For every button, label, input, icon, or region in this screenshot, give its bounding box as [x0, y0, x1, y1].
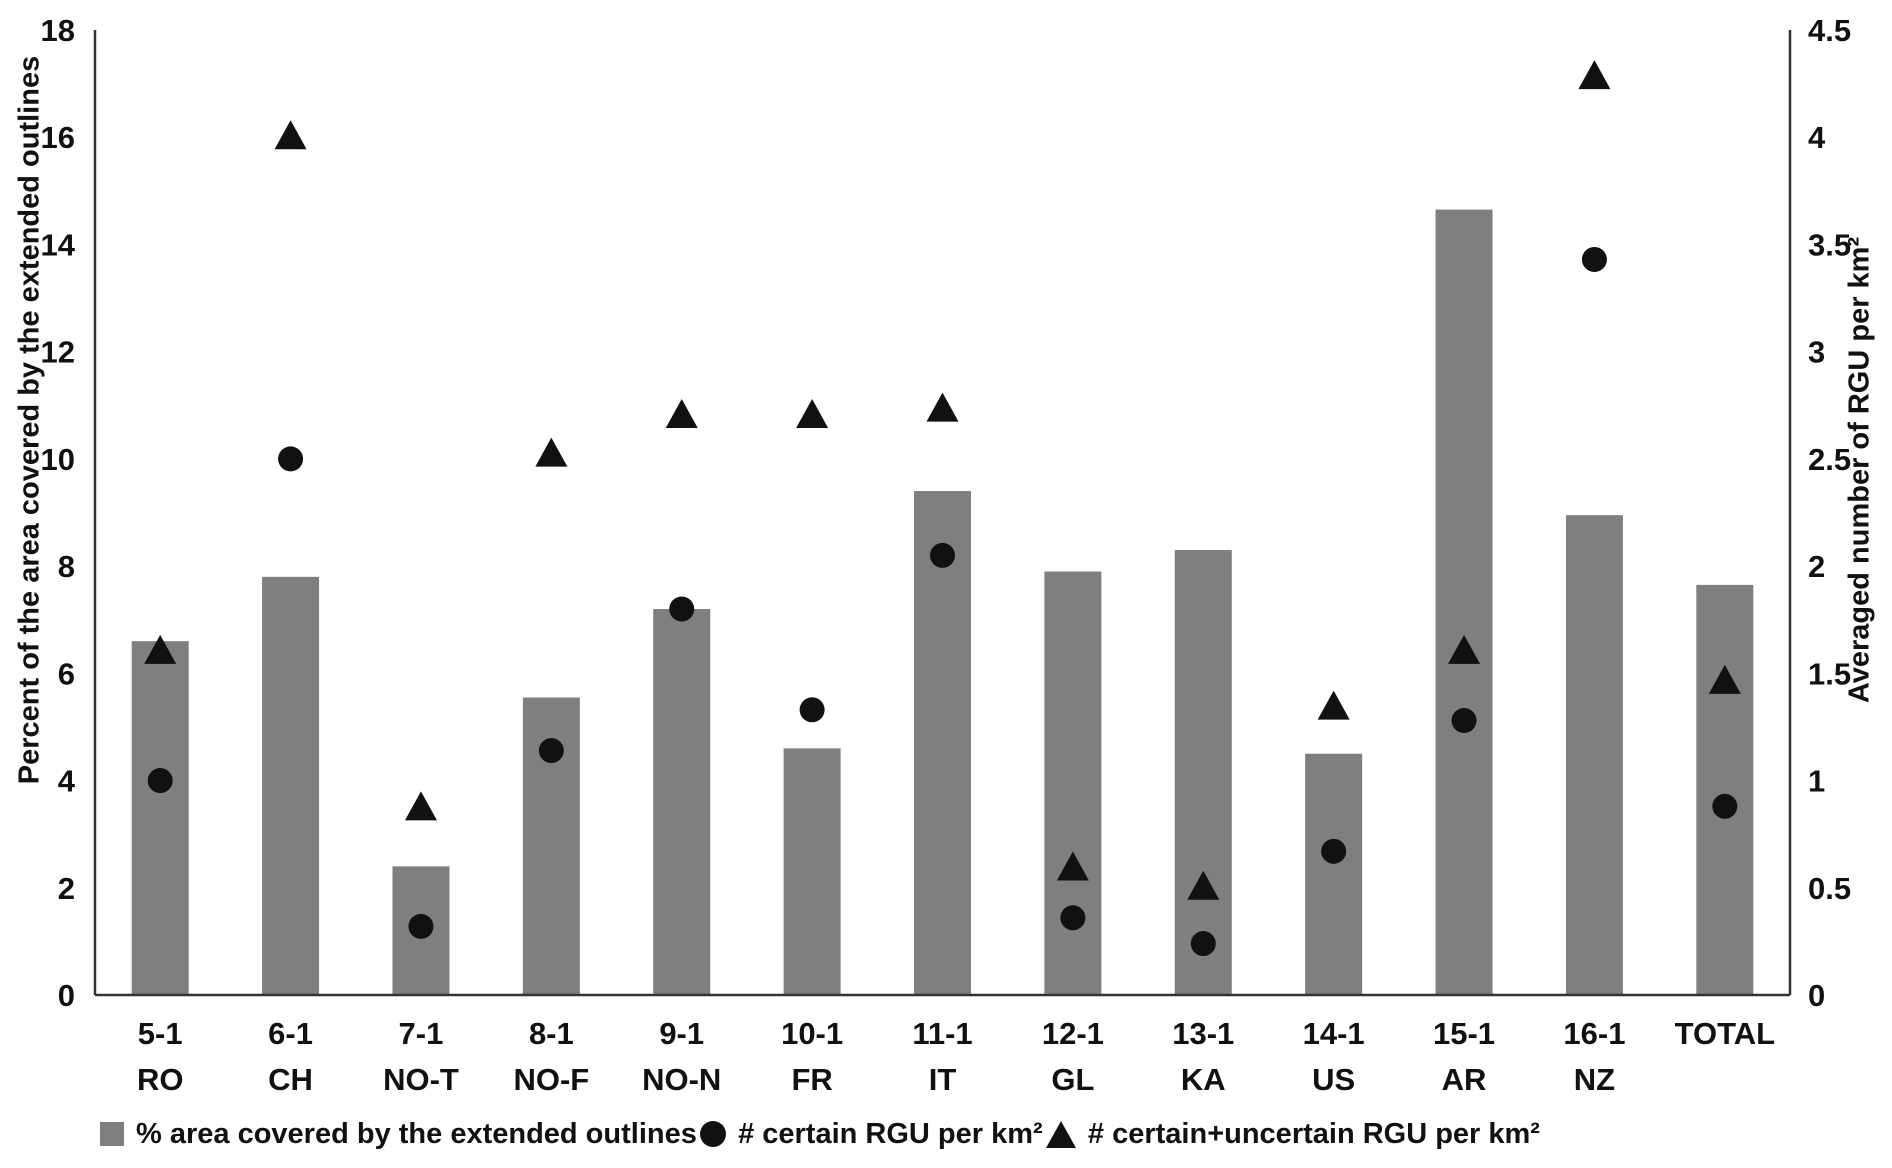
triangle-marker-icon	[1045, 1120, 1076, 1148]
left-axis-tick-label: 8	[58, 549, 75, 584]
category-label-region: RO	[137, 1062, 184, 1097]
category-label-region: NO-T	[383, 1062, 459, 1097]
left-axis-tick-label: 12	[41, 335, 75, 370]
triangle-marker	[1317, 690, 1350, 720]
bar	[262, 576, 320, 995]
category-label-region: KA	[1181, 1062, 1226, 1097]
category-label-id: 7-1	[399, 1016, 444, 1051]
triangle-marker	[404, 791, 437, 821]
right-axis-tick-label: 0.5	[1808, 871, 1851, 906]
circle-marker	[1712, 793, 1738, 819]
left-axis-tick-label: 18	[41, 13, 75, 48]
bar	[1435, 209, 1493, 995]
circle-marker	[538, 738, 564, 764]
category-label-region: IT	[929, 1062, 957, 1097]
category-label-region: CH	[268, 1062, 313, 1097]
chart-canvas: 0 2 4 6 8 10 12 14 16 18 0 0.5 1 1.5 2 2.5 3 3.5 4 4.5 5-1 RO…	[41, 13, 1852, 1097]
right-axis-tick-label: 4.5	[1808, 13, 1851, 48]
category-label-id: 9-1	[659, 1016, 704, 1051]
right-axis-tick-label: 3.5	[1808, 227, 1851, 262]
legend-label-triangle-series: # certain+uncertain RGU per km²	[1087, 1117, 1540, 1150]
triangle-marker	[1187, 870, 1220, 900]
category-label-id: 14-1	[1303, 1016, 1365, 1051]
bar	[653, 609, 711, 995]
left-axis-tick-label: 14	[41, 227, 76, 262]
triangle-marker	[535, 437, 568, 467]
circle-marker-icon	[700, 1121, 727, 1147]
triangle-marker	[796, 399, 829, 428]
circle-marker	[1060, 905, 1086, 931]
left-axis-tick-label: 16	[41, 120, 75, 155]
circle-marker	[930, 542, 955, 568]
circle-marker	[1321, 838, 1347, 864]
category-label-id: 8-1	[529, 1016, 574, 1051]
category-label-id: 10-1	[781, 1016, 843, 1051]
circle-marker	[1581, 246, 1607, 272]
right-axis-title: Averaged number of RGU per km²	[1843, 236, 1876, 704]
bar	[783, 748, 841, 995]
category-label-id: 6-1	[268, 1016, 313, 1051]
left-axis-tick-label: 4	[58, 764, 76, 799]
triangle-marker	[144, 634, 177, 664]
bar	[1044, 571, 1102, 995]
triangle-marker	[665, 399, 698, 428]
circle-marker	[408, 913, 434, 939]
left-axis-tick-label: 6	[58, 656, 75, 691]
bar	[1696, 584, 1754, 995]
right-axis-tick-label: 2.5	[1808, 442, 1851, 477]
right-axis-tick-label: 1.5	[1808, 656, 1851, 691]
category-label-id: 15-1	[1433, 1016, 1495, 1051]
bar	[1565, 515, 1623, 995]
category-label-region: US	[1312, 1062, 1355, 1097]
category-label-id: 16-1	[1563, 1016, 1625, 1051]
category-label-region: GL	[1051, 1062, 1094, 1097]
left-axis-title: Percent of the area covered by the exten…	[13, 55, 46, 785]
left-axis-tick-label: 0	[58, 978, 75, 1013]
circle-marker	[278, 446, 304, 472]
category-label-region: NZ	[1574, 1062, 1615, 1097]
bar	[1305, 753, 1363, 995]
legend-item-circle-series: # certain RGU per km²	[700, 1118, 1043, 1151]
right-axis-tick-label: 3	[1808, 335, 1825, 370]
category-label-region: AR	[1442, 1062, 1487, 1097]
triangle-marker	[1708, 664, 1741, 694]
left-axis-tick-label: 10	[41, 442, 75, 477]
triangle-marker	[926, 392, 959, 422]
triangle-marker	[1578, 60, 1611, 90]
circle-marker	[669, 596, 695, 622]
legend: % area covered by the extended outlines …	[100, 1106, 1540, 1162]
legend-label-bar-series: % area covered by the extended outlines	[136, 1117, 697, 1150]
category-label-id: TOTAL	[1675, 1016, 1775, 1051]
right-axis-tick-label: 2	[1808, 549, 1825, 584]
category-label-region: FR	[791, 1062, 832, 1097]
bar-swatch-icon	[100, 1122, 124, 1146]
right-axis-tick-label: 1	[1808, 764, 1825, 799]
circle-marker	[1190, 931, 1216, 957]
bar	[1174, 550, 1232, 995]
circle-marker	[799, 697, 825, 723]
dual-axis-chart: 0 2 4 6 8 10 12 14 16 18 0 0.5 1 1.5 2 2.5 3 3.5 4 4.5 5-1 RO…	[41, 13, 1852, 1097]
triangle-marker	[1448, 634, 1481, 664]
category-label-id: 13-1	[1172, 1016, 1234, 1051]
legend-item-triangle-series: # certain+uncertain RGU per km²	[1045, 1117, 1540, 1151]
right-axis-tick-label: 0	[1808, 978, 1825, 1013]
category-label-id: 5-1	[138, 1016, 183, 1051]
category-label-id: 11-1	[912, 1016, 972, 1051]
legend-item-bar-series: % area covered by the extended outlines	[100, 1118, 697, 1151]
category-label-region: NO-F	[513, 1062, 589, 1097]
bar	[131, 641, 189, 995]
triangle-marker	[1056, 851, 1089, 881]
right-axis-tick-label: 4	[1808, 120, 1826, 155]
triangle-marker	[274, 120, 307, 150]
circle-marker	[1451, 708, 1477, 734]
circle-marker	[147, 768, 173, 794]
left-axis-tick-label: 2	[58, 871, 75, 906]
bar	[914, 491, 971, 995]
category-label-id: 12-1	[1042, 1016, 1104, 1051]
legend-label-circle-series: # certain RGU per km²	[738, 1117, 1043, 1150]
category-label-region: NO-N	[642, 1062, 721, 1097]
